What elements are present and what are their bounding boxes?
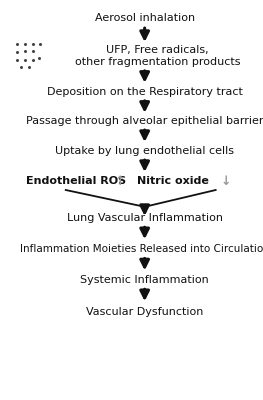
- Text: Nitric oxide: Nitric oxide: [137, 176, 209, 186]
- Text: ↑: ↑: [114, 175, 125, 188]
- Text: Endothelial ROS: Endothelial ROS: [26, 176, 127, 186]
- Text: UFP, Free radicals,
other fragmentation products: UFP, Free radicals, other fragmentation …: [75, 45, 241, 67]
- Text: Inflammation Moieties Released into Circulation: Inflammation Moieties Released into Circ…: [20, 244, 263, 254]
- Text: ↓: ↓: [221, 175, 231, 188]
- Text: Systemic Inflammation: Systemic Inflammation: [80, 275, 209, 285]
- Text: Passage through alveolar epithelial barrier: Passage through alveolar epithelial barr…: [26, 116, 263, 126]
- Text: Vascular Dysfunction: Vascular Dysfunction: [86, 307, 203, 317]
- Text: Aerosol inhalation: Aerosol inhalation: [95, 13, 195, 23]
- Text: Uptake by lung endothelial cells: Uptake by lung endothelial cells: [55, 146, 234, 156]
- Text: Deposition on the Respiratory tract: Deposition on the Respiratory tract: [47, 87, 242, 97]
- Text: Lung Vascular Inflammation: Lung Vascular Inflammation: [67, 213, 223, 223]
